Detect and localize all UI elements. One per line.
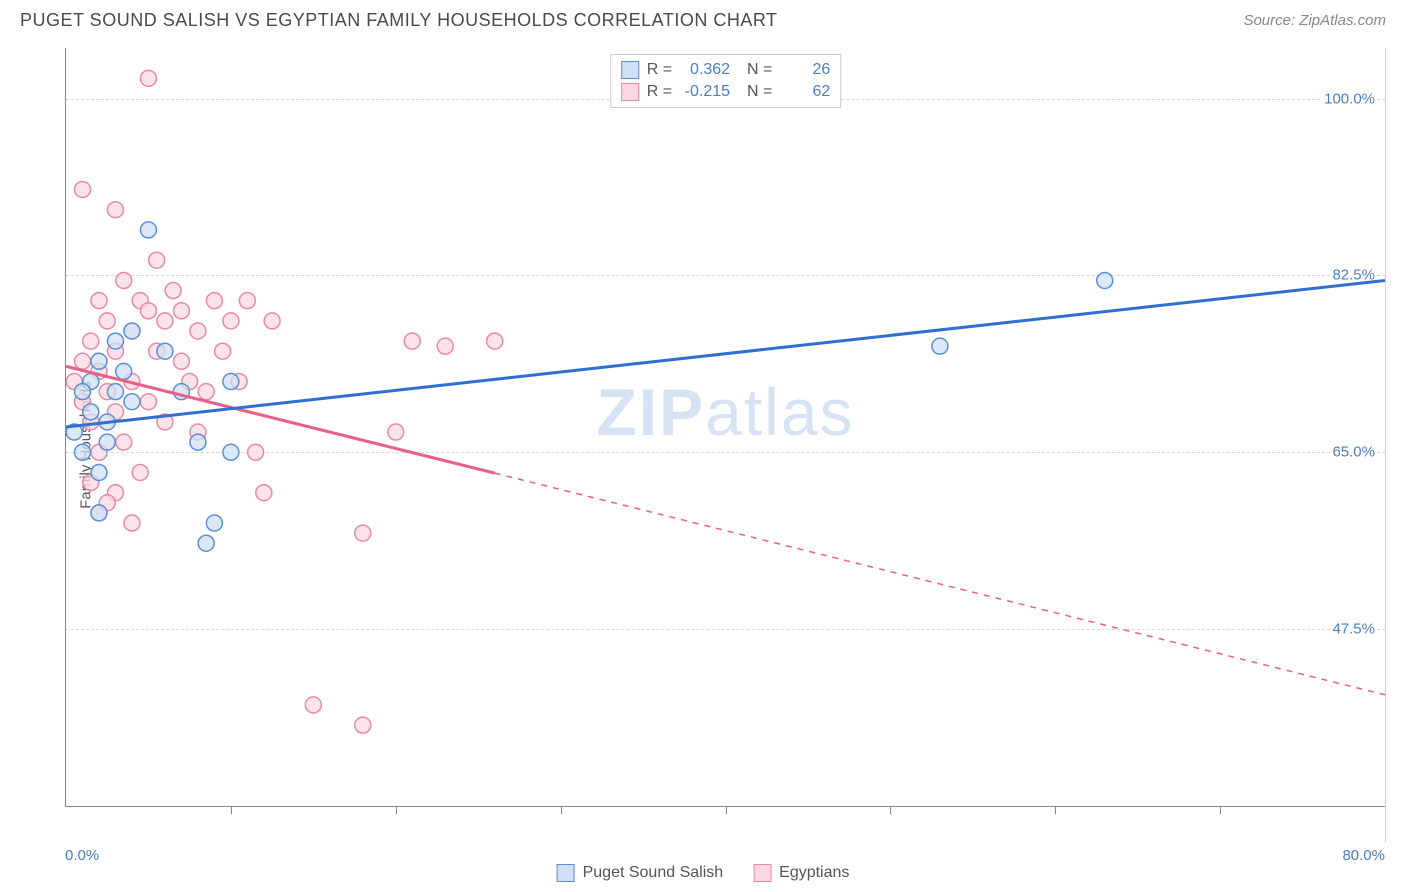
source-label: Source: ZipAtlas.com bbox=[1243, 12, 1386, 29]
pink-swatch-icon bbox=[621, 83, 639, 101]
pink-point bbox=[487, 333, 503, 349]
blue-point bbox=[932, 338, 948, 354]
pink-point bbox=[215, 343, 231, 359]
n-value: 62 bbox=[780, 83, 830, 101]
blue-point bbox=[91, 505, 107, 521]
blue-point bbox=[83, 404, 99, 420]
pink-point bbox=[437, 338, 453, 354]
pink-point bbox=[124, 515, 140, 531]
blue-point bbox=[223, 444, 239, 460]
r-value: -0.215 bbox=[680, 83, 730, 101]
x-tick bbox=[1220, 806, 1221, 814]
pink-point bbox=[132, 464, 148, 480]
x-tick bbox=[726, 806, 727, 814]
r-label: R = bbox=[647, 61, 672, 79]
pink-point bbox=[388, 424, 404, 440]
pink-point bbox=[83, 333, 99, 349]
n-label: N = bbox=[738, 61, 772, 79]
x-tick bbox=[561, 806, 562, 814]
pink-point bbox=[140, 394, 156, 410]
pink-point bbox=[99, 313, 115, 329]
pink-point bbox=[223, 313, 239, 329]
pink-point bbox=[355, 717, 371, 733]
blue-point bbox=[107, 384, 123, 400]
blue-point bbox=[116, 363, 132, 379]
r-label: R = bbox=[647, 83, 672, 101]
legend-item: Egyptians bbox=[753, 864, 849, 882]
pink-point bbox=[239, 293, 255, 309]
pink-point bbox=[74, 353, 90, 369]
pink-point bbox=[248, 444, 264, 460]
blue-point bbox=[124, 323, 140, 339]
legend-label: Egyptians bbox=[779, 864, 849, 882]
blue-point bbox=[223, 374, 239, 390]
pink-point bbox=[206, 293, 222, 309]
pink-trendline-extrapolated bbox=[495, 473, 1385, 695]
pink-point bbox=[264, 313, 280, 329]
pink-point bbox=[140, 70, 156, 86]
blue-point bbox=[140, 222, 156, 238]
pink-point bbox=[173, 303, 189, 319]
legend-label: Puget Sound Salish bbox=[583, 864, 724, 882]
n-label: N = bbox=[738, 83, 772, 101]
stats-row: R = 0.362 N = 26 bbox=[621, 59, 831, 81]
blue-point bbox=[91, 464, 107, 480]
blue-point bbox=[74, 384, 90, 400]
blue-point bbox=[107, 333, 123, 349]
pink-point bbox=[355, 525, 371, 541]
blue-point bbox=[91, 353, 107, 369]
pink-point bbox=[190, 323, 206, 339]
blue-point bbox=[190, 434, 206, 450]
plot-svg bbox=[66, 48, 1385, 806]
x-tick bbox=[396, 806, 397, 814]
plot-area: ZIPatlas R = 0.362 N = 26R = -0.215 N = … bbox=[65, 48, 1385, 807]
r-value: 0.362 bbox=[680, 61, 730, 79]
blue-point bbox=[1097, 272, 1113, 288]
pink-point bbox=[157, 313, 173, 329]
x-tick bbox=[1055, 806, 1056, 814]
blue-point bbox=[157, 343, 173, 359]
pink-point bbox=[404, 333, 420, 349]
stats-legend-box: R = 0.362 N = 26R = -0.215 N = 62 bbox=[610, 54, 842, 108]
pink-point bbox=[149, 252, 165, 268]
n-value: 26 bbox=[780, 61, 830, 79]
pink-point bbox=[116, 272, 132, 288]
x-tick bbox=[890, 806, 891, 814]
blue-point bbox=[74, 444, 90, 460]
blue-point bbox=[99, 434, 115, 450]
pink-point bbox=[91, 293, 107, 309]
chart-container: Family Households ZIPatlas R = 0.362 N =… bbox=[20, 48, 1386, 842]
blue-trendline bbox=[66, 280, 1385, 427]
pink-point bbox=[165, 283, 181, 299]
pink-point bbox=[116, 434, 132, 450]
x-tick bbox=[231, 806, 232, 814]
x-max-label: 80.0% bbox=[1342, 847, 1385, 864]
pink-swatch-icon bbox=[753, 864, 771, 882]
pink-point bbox=[305, 697, 321, 713]
pink-point bbox=[256, 485, 272, 501]
pink-point bbox=[198, 384, 214, 400]
pink-point bbox=[74, 181, 90, 197]
blue-swatch-icon bbox=[621, 61, 639, 79]
blue-point bbox=[124, 394, 140, 410]
blue-point bbox=[206, 515, 222, 531]
pink-point bbox=[173, 353, 189, 369]
blue-swatch-icon bbox=[557, 864, 575, 882]
x-min-label: 0.0% bbox=[65, 847, 99, 864]
bottom-legend: Puget Sound Salish Egyptians bbox=[557, 864, 850, 882]
chart-title: PUGET SOUND SALISH VS EGYPTIAN FAMILY HO… bbox=[20, 10, 778, 31]
legend-item: Puget Sound Salish bbox=[557, 864, 724, 882]
pink-point bbox=[140, 303, 156, 319]
stats-row: R = -0.215 N = 62 bbox=[621, 81, 831, 103]
pink-point bbox=[107, 202, 123, 218]
blue-point bbox=[198, 535, 214, 551]
